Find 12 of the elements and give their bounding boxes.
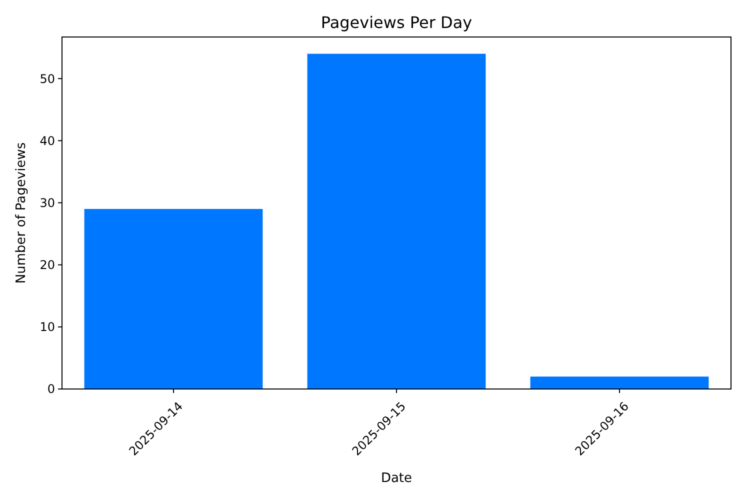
y-tick-label: 0 — [47, 382, 55, 396]
y-tick-label: 50 — [40, 72, 55, 86]
x-axis-title: Date — [380, 471, 412, 486]
bar — [530, 376, 709, 389]
y-tick-label: 10 — [40, 320, 55, 334]
y-axis-title: Number of Pageviews — [14, 142, 29, 284]
chart-title: Pageviews Per Day — [320, 13, 472, 32]
y-tick-label: 30 — [40, 196, 55, 210]
bar — [307, 54, 486, 389]
bar — [84, 208, 263, 389]
y-tick-label: 40 — [40, 134, 55, 148]
y-tick-label: 20 — [40, 258, 55, 272]
